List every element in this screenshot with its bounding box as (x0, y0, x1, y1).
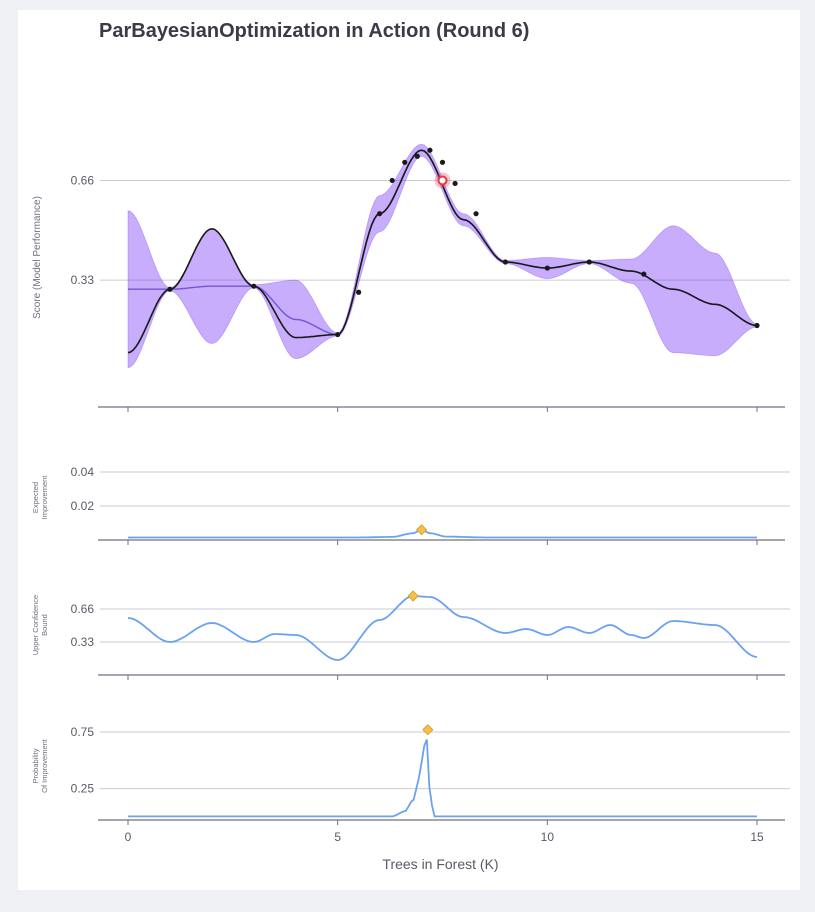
sample-point (502, 259, 508, 265)
acquisition-line (127, 595, 758, 661)
y-tick-label: 0.25 (71, 782, 95, 796)
x-tick-label: 10 (541, 830, 555, 844)
acquisition-max-marker (415, 524, 428, 536)
next-point (437, 175, 448, 186)
sample-point (414, 153, 420, 159)
sample-point (427, 147, 433, 153)
chart-title: ParBayesianOptimization in Action (Round… (99, 20, 530, 42)
y-tick-label: 0.75 (71, 725, 95, 739)
y-axis-label: Upper ConfidenceBound (31, 595, 49, 655)
acquisition-line (128, 739, 757, 818)
y-axis-label: Score (Model Performance) (32, 196, 43, 319)
y-axis-label: ExpectedImprovement (31, 475, 49, 520)
chart-card (18, 10, 800, 890)
y-tick-label: 0.02 (71, 499, 95, 513)
sample-point (544, 265, 550, 271)
acquisition-line (128, 528, 757, 539)
sample-point (377, 211, 383, 217)
sample-point (586, 259, 592, 265)
y-tick-label: 0.66 (71, 602, 95, 616)
sample-point (335, 331, 341, 338)
y-tick-label: 0.33 (71, 273, 95, 287)
acquisition-max-marker (407, 590, 419, 602)
acquisition-max-marker (422, 724, 434, 736)
sample-point (439, 159, 446, 165)
sample-point (452, 180, 458, 187)
x-tick-label: 15 (750, 830, 764, 844)
sample-point (641, 271, 647, 277)
x-axis-label: Trees in Forest (K) (382, 856, 498, 872)
y-axis-label: ProbabilityOf Improvement (31, 738, 49, 793)
sample-point (356, 289, 362, 295)
sample-point (251, 283, 257, 289)
x-tick-label: 0 (125, 830, 132, 844)
x-tick-label: 5 (334, 830, 341, 844)
sample-point (389, 177, 395, 184)
sample-point (402, 159, 408, 165)
sample-point (473, 211, 479, 217)
y-tick-label: 0.04 (71, 465, 95, 479)
y-tick-label: 0.33 (71, 635, 95, 649)
sample-point (754, 322, 760, 329)
sample-point (167, 286, 173, 292)
y-tick-label: 0.66 (71, 173, 95, 187)
